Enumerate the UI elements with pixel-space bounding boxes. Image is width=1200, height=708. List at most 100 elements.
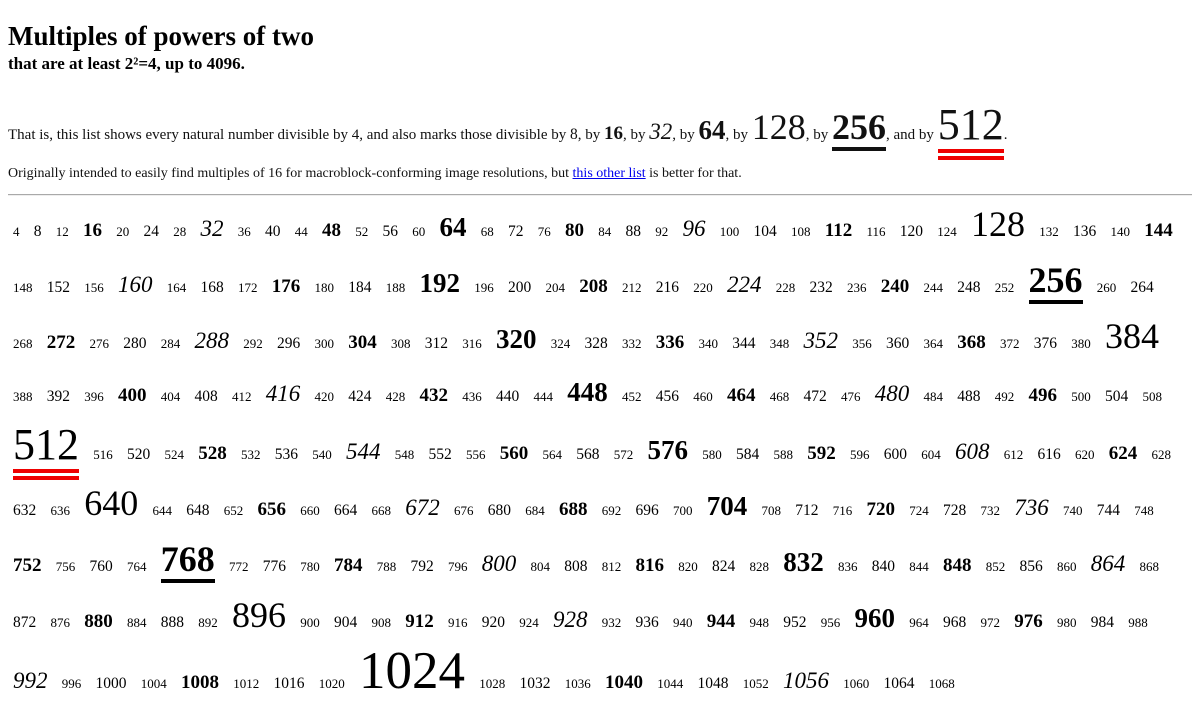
- number-188: 188: [385, 279, 406, 295]
- number-1044: 1044: [657, 675, 684, 691]
- number-944: 944: [706, 610, 736, 632]
- number-592: 592: [807, 442, 836, 464]
- number-428: 428: [385, 388, 406, 404]
- number-104: 104: [753, 222, 777, 240]
- number-220: 220: [693, 279, 713, 295]
- other-list-link[interactable]: this other list: [572, 165, 646, 181]
- number-324: 324: [550, 335, 571, 351]
- number-864: 864: [1090, 550, 1126, 576]
- number-916: 916: [448, 614, 468, 630]
- number-504: 504: [1105, 387, 1129, 405]
- intro-power-8: 8: [570, 126, 578, 144]
- number-760: 760: [89, 557, 113, 575]
- number-596: 596: [850, 446, 870, 462]
- number-816: 816: [635, 554, 665, 576]
- number-672: 672: [405, 494, 440, 520]
- number-844: 844: [909, 558, 929, 574]
- number-608: 608: [955, 438, 990, 464]
- number-52: 52: [355, 223, 369, 239]
- number-744: 744: [1096, 501, 1120, 519]
- number-896: 896: [232, 594, 286, 635]
- number-908: 908: [371, 614, 392, 630]
- number-360: 360: [886, 334, 910, 352]
- number-756: 756: [55, 558, 76, 574]
- number-984: 984: [1090, 613, 1114, 631]
- intro-power-256: 256: [832, 107, 887, 152]
- number-184: 184: [348, 278, 372, 296]
- number-172: 172: [238, 279, 258, 295]
- number-336: 336: [655, 331, 685, 353]
- number-708: 708: [761, 502, 782, 518]
- number-436: 436: [462, 388, 482, 404]
- intro-segment: , by: [805, 127, 833, 144]
- number-496: 496: [1028, 384, 1058, 406]
- number-148: 148: [13, 279, 33, 295]
- number-448: 448: [567, 376, 608, 407]
- number-564: 564: [542, 446, 563, 462]
- number-60: 60: [412, 223, 426, 239]
- number-464: 464: [727, 384, 756, 406]
- number-932: 932: [601, 614, 622, 630]
- page: { "header": { "title": "Multiples of pow…: [0, 21, 1200, 697]
- number-276: 276: [89, 335, 110, 351]
- number-824: 824: [712, 557, 736, 575]
- number-196: 196: [474, 279, 494, 295]
- number-540: 540: [312, 446, 332, 462]
- number-392: 392: [46, 387, 70, 405]
- number-456: 456: [655, 387, 679, 405]
- intro-power-512: 512: [937, 100, 1004, 161]
- number-64: 64: [439, 211, 467, 242]
- number-724: 724: [909, 502, 929, 518]
- number-488: 488: [957, 387, 981, 405]
- number-356: 356: [852, 335, 872, 351]
- number-212: 212: [622, 279, 642, 295]
- number-68: 68: [480, 223, 494, 239]
- number-144: 144: [1144, 219, 1173, 241]
- number-804: 804: [530, 558, 551, 574]
- number-1068: 1068: [928, 675, 955, 691]
- number-424: 424: [348, 387, 372, 405]
- number-924: 924: [519, 614, 539, 630]
- number-48: 48: [322, 219, 341, 241]
- number-620: 620: [1075, 446, 1095, 462]
- number-16: 16: [83, 219, 102, 241]
- number-492: 492: [994, 388, 1015, 404]
- intro-power-64: 64: [698, 115, 726, 146]
- number-604: 604: [921, 446, 941, 462]
- number-368: 368: [957, 331, 986, 353]
- number-692: 692: [601, 502, 622, 518]
- number-288: 288: [194, 327, 230, 353]
- number-632: 632: [13, 501, 37, 519]
- number-400: 400: [118, 384, 147, 406]
- number-532: 532: [241, 446, 261, 462]
- number-684: 684: [525, 502, 545, 518]
- number-500: 500: [1071, 388, 1091, 404]
- number-736: 736: [1014, 494, 1049, 520]
- number-256: 256: [1028, 259, 1083, 304]
- number-332: 332: [622, 335, 642, 351]
- number-176: 176: [271, 275, 301, 297]
- number-348: 348: [769, 335, 790, 351]
- number-956: 956: [820, 614, 841, 630]
- number-1024: 1024: [359, 641, 465, 700]
- number-280: 280: [123, 334, 147, 352]
- number-116: 116: [866, 223, 886, 239]
- number-216: 216: [655, 278, 679, 296]
- number-572: 572: [613, 446, 634, 462]
- number-712: 712: [795, 501, 819, 519]
- page-header: Multiples of powers of two that are at l…: [8, 21, 1192, 74]
- number-440: 440: [496, 387, 520, 405]
- number-156: 156: [84, 279, 104, 295]
- number-312: 312: [424, 334, 448, 352]
- number-1040: 1040: [605, 671, 643, 693]
- number-860: 860: [1057, 558, 1077, 574]
- number-232: 232: [809, 278, 833, 296]
- intro-power-32: 32: [649, 119, 673, 145]
- number-164: 164: [166, 279, 187, 295]
- number-1060: 1060: [843, 675, 870, 691]
- number-468: 468: [769, 388, 790, 404]
- number-416: 416: [265, 380, 301, 406]
- number-204: 204: [545, 279, 566, 295]
- number-380: 380: [1071, 335, 1091, 351]
- number-320: 320: [496, 323, 537, 354]
